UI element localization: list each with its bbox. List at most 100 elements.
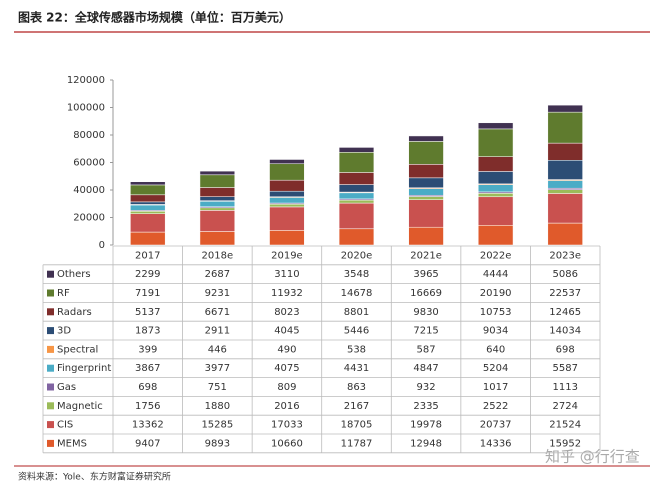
table-value: 3548	[344, 269, 369, 280]
bar-segment	[478, 128, 514, 157]
table-value: 6671	[205, 307, 230, 318]
legend-label: 3D	[57, 326, 71, 337]
bar-segment	[408, 188, 444, 196]
table-value: 1017	[483, 382, 508, 393]
table-value: 20190	[480, 288, 512, 299]
bar-segment	[338, 228, 375, 246]
y-tick-label: 40000	[73, 185, 105, 196]
bar-segment	[199, 174, 235, 188]
table-value: 14678	[341, 288, 373, 299]
table-value: 1113	[552, 382, 577, 393]
table-value: 5446	[344, 326, 369, 337]
x-tick-label: 2019e	[271, 250, 303, 261]
table-value: 17033	[271, 420, 303, 431]
bar-segment	[478, 193, 514, 198]
bar-segment	[408, 164, 444, 179]
bar-segment	[547, 193, 583, 224]
table-value: 19978	[410, 420, 442, 431]
bar-segment	[478, 156, 514, 172]
table-value: 2911	[205, 326, 230, 337]
legend-label: Gas	[57, 382, 76, 393]
bar-segment	[408, 177, 444, 189]
table-value: 18705	[341, 420, 373, 431]
bar-segment	[269, 179, 305, 192]
y-tick-label: 100000	[67, 103, 105, 114]
table-value: 4045	[274, 326, 299, 337]
legend-swatch	[47, 308, 54, 316]
table-value: 11787	[341, 438, 373, 449]
bar-segment	[338, 184, 375, 193]
table-value: 16669	[410, 288, 442, 299]
table-value: 446	[208, 344, 227, 355]
y-tick-label: 120000	[67, 75, 105, 86]
table-value: 5086	[552, 269, 577, 280]
source: 资料来源：Yole、东方财富证券研究所	[18, 471, 171, 483]
bar-segment	[478, 122, 514, 130]
table-value: 4431	[344, 363, 369, 374]
table-value: 863	[347, 382, 366, 393]
x-tick-label: 2020e	[341, 250, 373, 261]
legend-label: Magnetic	[57, 401, 103, 412]
table-value: 8023	[274, 307, 299, 318]
bar-segment	[199, 210, 235, 232]
table-value: 8801	[344, 307, 369, 318]
bar-segment	[338, 192, 375, 200]
chart-title: 图表 22：全球传感器市场规模（单位：百万美元）	[18, 10, 291, 25]
table-value: 7191	[135, 288, 160, 299]
x-tick-label: 2018e	[202, 250, 234, 261]
table-value: 2167	[344, 401, 369, 412]
table-value: 932	[417, 382, 436, 393]
table-value: 22537	[549, 288, 581, 299]
bar-segment	[199, 207, 235, 211]
legend-swatch	[47, 421, 54, 429]
table-value: 12948	[410, 438, 442, 449]
table-value: 4075	[274, 363, 299, 374]
bar-segment	[130, 194, 166, 203]
table-value: 1880	[205, 401, 230, 412]
table-value: 1756	[135, 401, 160, 412]
legend-label: Radars	[57, 307, 92, 318]
table-value: 15952	[549, 438, 581, 449]
table-value: 9893	[205, 438, 230, 449]
table-value: 9231	[205, 288, 230, 299]
table-value: 14034	[549, 326, 581, 337]
table-value: 4847	[413, 363, 438, 374]
bar-segment	[547, 180, 583, 189]
bar-segment	[199, 201, 235, 208]
bar-segment	[408, 226, 444, 246]
bar-segment	[269, 197, 305, 204]
table-value: 2016	[274, 401, 299, 412]
bar-segment	[269, 190, 305, 198]
table-value: 20737	[480, 420, 512, 431]
bar-segment	[199, 187, 235, 197]
legend-swatch	[47, 402, 54, 410]
legend-swatch	[47, 345, 54, 353]
legend-label: Others	[57, 269, 91, 280]
table-value: 11932	[271, 288, 303, 299]
table-value: 5587	[552, 363, 577, 374]
table-value: 5137	[135, 307, 160, 318]
legend-label: RF	[57, 288, 70, 299]
legend-label: Fingerprint	[57, 363, 111, 374]
bar-segment	[199, 231, 235, 246]
x-tick-label: 2021e	[410, 250, 442, 261]
bar-segment	[130, 213, 166, 233]
legend-swatch	[47, 439, 54, 447]
table-value: 9830	[413, 307, 438, 318]
bar-segment	[478, 171, 514, 185]
legend-swatch	[47, 270, 54, 278]
table-value: 809	[277, 382, 296, 393]
table-value: 640	[486, 344, 505, 355]
y-tick-label: 0	[99, 240, 105, 251]
table-value: 3110	[274, 269, 299, 280]
bar-segment	[547, 104, 583, 113]
bar-segment	[269, 230, 305, 246]
table-value: 9407	[135, 438, 160, 449]
watermark: 知乎 @行行查	[545, 448, 640, 466]
bar-segment	[408, 196, 444, 200]
table-value: 2299	[135, 269, 160, 280]
table-value: 587	[417, 344, 436, 355]
bar-segment	[408, 199, 444, 228]
table-value: 13362	[132, 420, 164, 431]
table-value: 12465	[549, 307, 581, 318]
